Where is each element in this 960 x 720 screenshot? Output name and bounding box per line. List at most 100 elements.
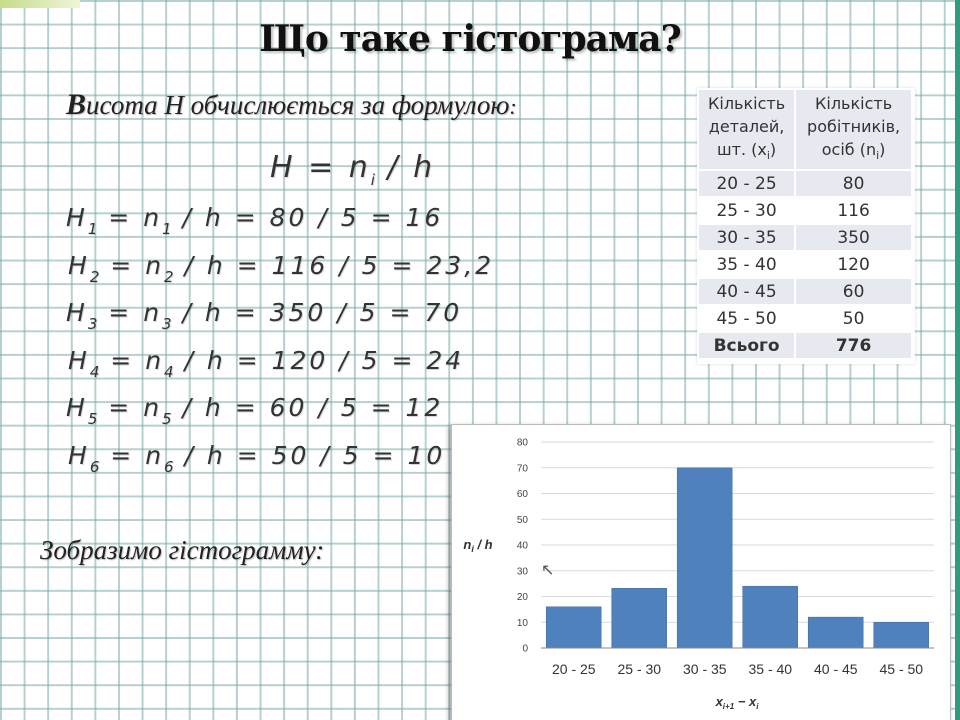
histogram-bar: [676, 467, 733, 649]
formula-h-index: 3: [87, 315, 98, 333]
formula-h-index: 4: [89, 362, 100, 381]
count-cell: 350: [796, 225, 911, 251]
range-cell: 25 - 30: [699, 198, 795, 224]
histogram-bar: [545, 606, 602, 649]
formula-h-index: 5: [87, 410, 98, 428]
histogram-bar: [742, 585, 798, 649]
y-tick-label: 10: [517, 618, 529, 629]
slide-right-edge: [955, 0, 960, 720]
header-parts-count: Кількість деталей, шт. (xi): [699, 90, 795, 170]
formula-h: H: [66, 393, 88, 422]
slide-corner-accent: [0, 0, 80, 8]
formula-n: = n: [99, 250, 165, 280]
formula-result: / h = 50 / 5 = 10: [173, 440, 446, 470]
formula-n: = n: [97, 393, 163, 422]
formula-line: H3 = n3 / h = 350 / 5 = 70: [66, 298, 462, 333]
table-row: 25 - 30 116: [699, 198, 911, 224]
chart-x-ticks: 20 - 25 25 - 30 30 - 35 35 - 40 40 - 45 45 - …: [552, 661, 923, 677]
total-label: Всього: [699, 333, 795, 359]
y-tick-label: 50: [517, 515, 529, 526]
count-cell: 60: [796, 279, 911, 305]
chart-y-axis-label: ni / h: [463, 537, 492, 554]
y-tick-label: 20: [517, 592, 529, 603]
formula-intro-colon: :: [509, 94, 517, 119]
formula-intro-text: исота H обчислюється за формулою: [86, 90, 510, 120]
main-formula-lhs: H: [270, 150, 296, 185]
y-tick-label: 30: [517, 566, 529, 577]
formula-intro-lead: В: [66, 88, 87, 121]
formula-n-index: 6: [164, 457, 174, 476]
formula-n-index: 2: [164, 267, 174, 286]
histogram-svg: 0 10 20 30 40 50 60 70 80 20 - 25 25 - 30 30 - 35 3…: [463, 438, 934, 711]
main-formula-var: n: [348, 150, 371, 185]
formula-line: H5 = n5 / h = 60 / 5 = 12: [66, 393, 443, 428]
mouse-cursor-icon: ↖: [541, 562, 555, 579]
formula-n: = n: [99, 440, 165, 470]
formula-h: H: [66, 203, 88, 232]
range-cell: 20 - 25: [699, 171, 795, 197]
formula-h: H: [66, 298, 88, 327]
x-tick-label: 20 - 25: [552, 661, 596, 677]
x-tick-label: 30 - 35: [683, 661, 727, 677]
formula-result: / h = 120 / 5 = 24: [173, 345, 465, 375]
table-row: 20 - 25 80: [699, 171, 911, 197]
formula-n-index: 3: [162, 315, 172, 333]
frequency-table: Кількість деталей, шт. (xi) Кількість ро…: [697, 88, 913, 360]
formula-n: = n: [97, 298, 163, 327]
formula-h-index: 2: [89, 267, 100, 286]
histogram-chart: 0 10 20 30 40 50 60 70 80 20 - 25 25 - 30 30 - 35 3…: [451, 424, 951, 720]
table-row: 30 - 35 350: [699, 225, 911, 251]
chart-x-axis-label: xi+1 − xi: [715, 694, 760, 711]
formula-n-index: 1: [162, 220, 172, 238]
formula-h: H: [68, 440, 90, 470]
formula-h: H: [68, 345, 90, 375]
formula-h-index: 6: [89, 457, 100, 476]
y-tick-label: 0: [522, 644, 528, 655]
x-tick-label: 35 - 40: [749, 661, 793, 677]
count-cell: 120: [796, 252, 911, 278]
range-cell: 35 - 40: [699, 252, 795, 278]
x-tick-label: 25 - 30: [618, 661, 662, 677]
formula-n-index: 4: [164, 362, 174, 381]
formula-intro: Висота H обчислюється за формулою:: [66, 88, 517, 122]
x-tick-label: 40 - 45: [814, 661, 858, 677]
count-cell: 80: [796, 171, 911, 197]
total-value: 776: [796, 333, 911, 359]
formula-n: = n: [99, 345, 165, 375]
formula-h-index: 1: [87, 220, 98, 238]
formula-result: / h = 80 / 5 = 16: [171, 203, 444, 232]
histogram-bar: [611, 588, 667, 649]
table-total-row: Всього 776: [699, 333, 911, 359]
table-row: 45 - 50 50: [699, 306, 911, 332]
range-cell: 45 - 50: [699, 306, 795, 332]
table-row: 35 - 40 120: [699, 252, 911, 278]
chart-y-ticks: 0 10 20 30 40 50 60 70 80: [517, 438, 529, 655]
formula-line: H2 = n2 / h = 116 / 5 = 23,2: [68, 251, 494, 286]
formula-line: H4 = n4 / h = 120 / 5 = 24: [68, 346, 464, 381]
formula-h: H: [68, 250, 90, 280]
count-cell: 50: [796, 306, 911, 332]
histogram-bar: [873, 622, 929, 649]
formula-result: / h = 60 / 5 = 12: [171, 393, 444, 422]
formula-line: H1 = n1 / h = 80 / 5 = 16: [66, 203, 443, 238]
range-cell: 30 - 35: [699, 225, 795, 251]
y-tick-label: 40: [517, 541, 529, 552]
header-workers-count: Кількість робітників, осіб (ni): [796, 90, 911, 170]
show-histogram-text: Зобразимо гістограмму:: [40, 535, 325, 565]
y-tick-label: 70: [517, 463, 529, 474]
slide-title: Що таке гістограма?: [259, 18, 681, 60]
chart-bars: [545, 467, 929, 649]
y-tick-label: 60: [517, 489, 529, 500]
main-formula-sub: i: [370, 171, 375, 189]
range-cell: 40 - 45: [699, 279, 795, 305]
y-tick-label: 80: [517, 438, 529, 449]
formula-line: H6 = n6 / h = 50 / 5 = 10: [68, 441, 445, 476]
formula-n-index: 5: [162, 410, 172, 428]
count-cell: 116: [796, 198, 911, 224]
formula-n: = n: [97, 203, 163, 232]
histogram-bar: [807, 616, 864, 649]
frequency-table-box: Кількість деталей, шт. (xi) Кількість ро…: [697, 88, 915, 364]
main-formula: H = ni / h: [270, 150, 436, 189]
formula-result: / h = 116 / 5 = 23,2: [173, 250, 495, 280]
x-tick-label: 45 - 50: [880, 661, 924, 677]
